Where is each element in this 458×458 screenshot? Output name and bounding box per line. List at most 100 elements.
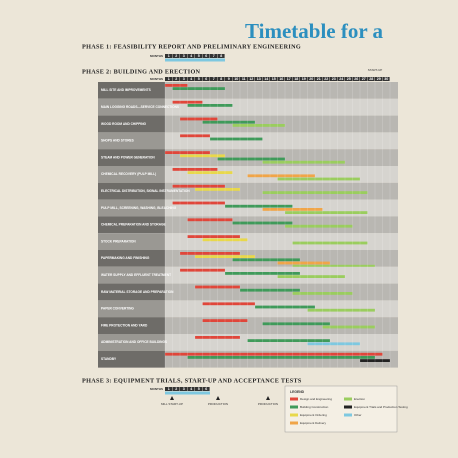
month-number: 17 (287, 77, 291, 81)
month-number: 6 (205, 387, 207, 391)
row-label: PAPERMAKING AND FINISHING (101, 256, 150, 260)
row-label: ADMINISTRATION AND OFFICE BUILDINGS (101, 340, 167, 344)
label-cell (98, 266, 165, 284)
month-cell (195, 77, 203, 81)
row-label: MILL SITE AND IMPROVEMENTS (101, 88, 151, 92)
month-number: 9 (228, 77, 230, 81)
month-cell (172, 77, 180, 81)
month-number: 16 (279, 77, 283, 81)
month-number: 11 (242, 77, 246, 81)
month-number: 3 (183, 77, 185, 81)
month-cell (352, 77, 360, 81)
month-number: 4 (190, 77, 192, 81)
month-cell (225, 77, 233, 81)
gantt-bar (180, 117, 218, 121)
label-cell (98, 283, 165, 301)
marker-arrow (266, 396, 270, 400)
phase-heading: PHASE 3: EQUIPMENT TRIALS, START-UP AND … (82, 377, 302, 384)
marker-label: PRODUCTION (208, 402, 228, 406)
row-label: PULP MILL, SCREENING, WASHING, BLEACHING (101, 206, 177, 210)
month-cell (345, 77, 353, 81)
marker-label: MILL START-UP (161, 402, 183, 406)
row-label: SHOPS AND STORES (101, 139, 134, 143)
gantt-bar (187, 235, 240, 238)
month-number: 1 (168, 54, 170, 58)
row-label: CHEMICAL PREPARATION AND STORAGE (101, 223, 166, 227)
month-cell (165, 387, 173, 391)
month-number: 20 (309, 77, 313, 81)
label-cell (98, 216, 165, 234)
month-cell (337, 77, 345, 81)
gantt-bar (217, 157, 285, 161)
row-label: WOOD ROOM AND CHIPPING (101, 122, 147, 126)
month-cell (255, 77, 263, 81)
gantt-bar (247, 174, 315, 178)
legend-box (284, 385, 398, 433)
month-cell (187, 77, 195, 81)
month-cell (330, 77, 338, 81)
months-label: MONTHS (150, 387, 163, 391)
row-label: ELECTRICAL DISTRIBUTION, SIGNAL INSTRUME… (101, 189, 190, 193)
month-cell (382, 77, 390, 81)
month-cell (202, 387, 210, 391)
row-band (98, 216, 398, 234)
row-label: CHEMICAL RECOVERY (PULP MILL) (101, 172, 156, 176)
month-cell (360, 77, 368, 81)
month-cell (270, 77, 278, 81)
month-number: 15 (272, 77, 276, 81)
gantt-bar (292, 264, 375, 268)
month-number: 3 (183, 54, 185, 58)
month-number: 1 (168, 77, 170, 81)
month-cell (210, 77, 218, 81)
row-band (98, 283, 398, 301)
gantt-bar (277, 261, 330, 265)
month-number: 8 (220, 54, 222, 58)
month-cell (172, 387, 180, 391)
gantt-bar (277, 275, 345, 278)
marker-label: PRODUCTION (258, 402, 278, 406)
month-cell (232, 77, 240, 81)
month-number: 7 (213, 54, 215, 58)
label-cell (98, 199, 165, 217)
phase1-band (165, 58, 225, 62)
gantt-bar (262, 160, 345, 164)
month-number: 1 (168, 387, 170, 391)
phase3-band (165, 391, 210, 395)
legend-label: Building Construction (300, 405, 329, 409)
row-band (98, 300, 398, 318)
marker-arrow (216, 396, 220, 400)
row-label: RAW MATERIAL STORAGE AND PREPARATION (101, 290, 174, 294)
month-cell (247, 77, 255, 81)
month-cell (292, 77, 300, 81)
month-cell (202, 77, 210, 81)
month-number: 21 (317, 77, 321, 81)
month-cell (172, 54, 180, 58)
month-number: 6 (205, 54, 207, 58)
month-number: 7 (213, 77, 215, 81)
legend-label: Equipment Ordering (300, 413, 327, 417)
row-band (98, 132, 398, 150)
month-cell (180, 77, 188, 81)
gantt-bar (307, 308, 375, 312)
month-number: 30 (384, 77, 388, 81)
label-cell (98, 98, 165, 116)
month-number: 8 (220, 77, 222, 81)
month-number: 14 (264, 77, 268, 81)
gantt-bar (277, 177, 360, 181)
label-cell (98, 182, 165, 200)
month-number: 27 (362, 77, 366, 81)
label-cell (98, 350, 165, 368)
month-cell (187, 54, 195, 58)
row-label: MAIN LOGGING ROADS—SERVICE CONNECTIONS (101, 105, 179, 109)
label-cell (98, 317, 165, 334)
label-cell (98, 334, 165, 351)
page-title: Timetable for a (245, 19, 384, 43)
month-number: 22 (324, 77, 328, 81)
gantt-bar (187, 356, 375, 359)
month-number: 4 (190, 54, 192, 58)
month-cell (180, 54, 188, 58)
row-label: STANDBY (101, 357, 117, 361)
month-number: 2 (175, 387, 177, 391)
gantt-bar (285, 211, 368, 214)
